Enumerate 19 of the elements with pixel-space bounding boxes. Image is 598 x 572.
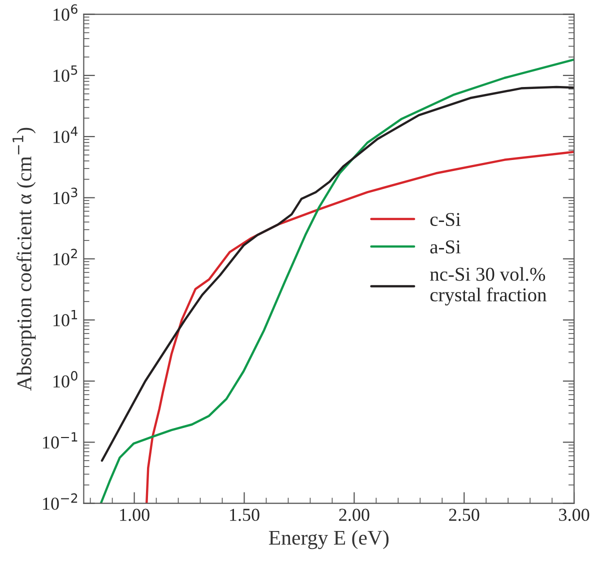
legend-label: c-Si (430, 212, 461, 226)
x-tick-label: 2.50 (449, 508, 480, 522)
x-tick-label: 1.50 (230, 508, 260, 522)
y-tick-label: 10$^{0}$ (54, 371, 78, 388)
y-tick-label: 10$^{1}$ (54, 310, 78, 326)
y-tick-label: 10$^{3}$ (54, 188, 78, 204)
y-axis-title: Absorption coeficient α (cm$^{−1}$) (12, 128, 36, 391)
x-tick-label: 2.00 (339, 508, 370, 522)
y-tick-label: 10$^{6}$ (54, 4, 78, 21)
legend-label: nc-Si 30 vol.% crystal fraction (430, 267, 546, 306)
y-tick-label: 10$^{−2}$ (43, 493, 78, 510)
x-tick-label: 1.00 (120, 508, 150, 522)
y-tick-label: 10$^{−1}$ (43, 432, 78, 449)
x-tick-label: 3.00 (559, 508, 590, 522)
legend-label: a-Si (430, 240, 461, 254)
x-axis-title: Energy E (eV) (268, 530, 389, 550)
y-tick-label: 10$^{4}$ (54, 126, 78, 143)
y-tick-label: 10$^{5}$ (54, 65, 78, 82)
y-tick-label: 10$^{2}$ (54, 248, 77, 266)
